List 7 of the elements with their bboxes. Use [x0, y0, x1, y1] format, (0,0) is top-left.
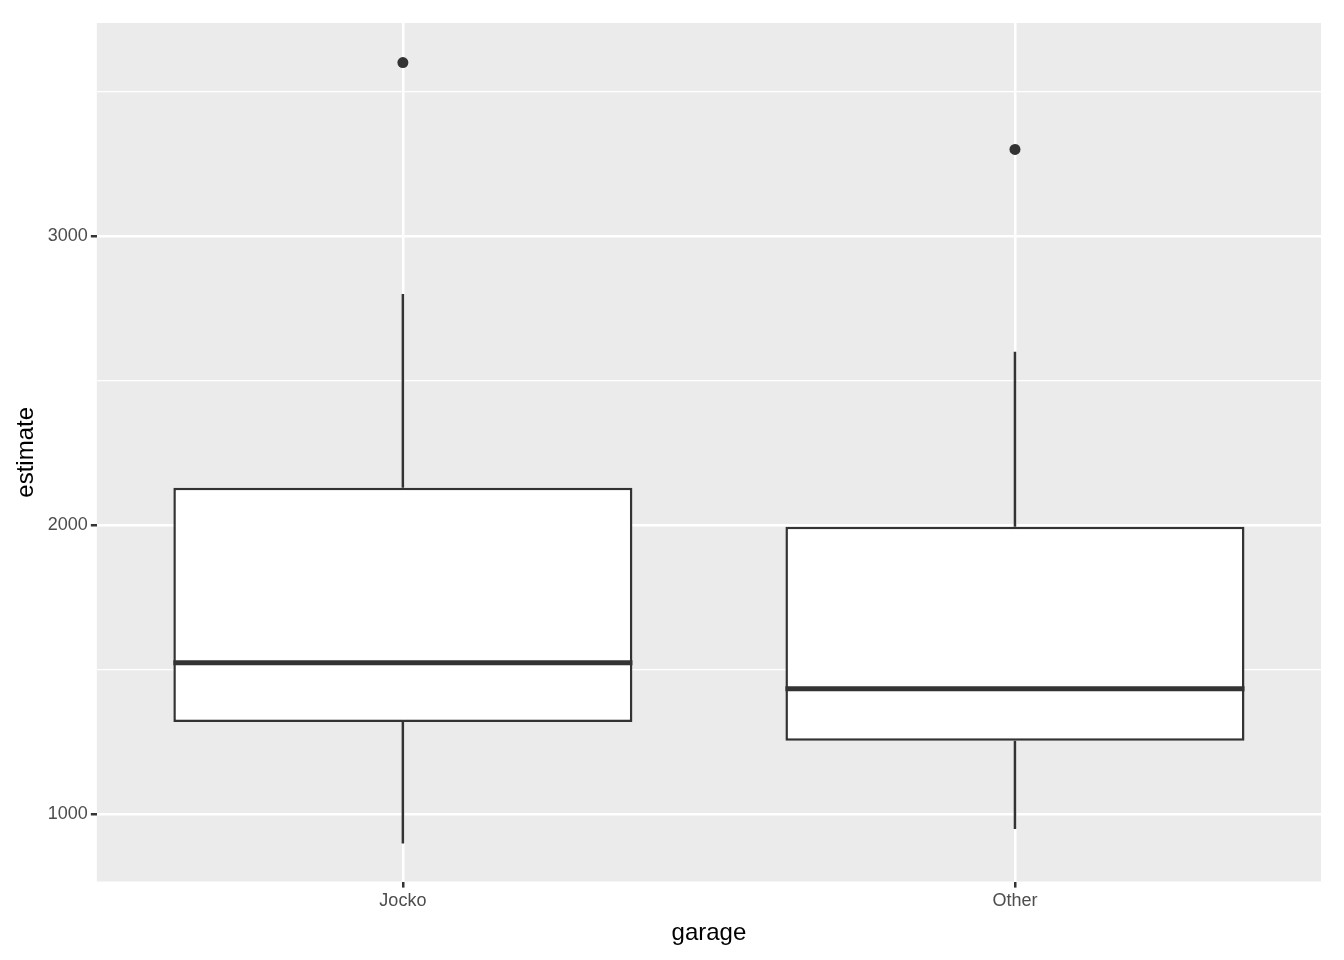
- y-tick-label: 2000: [47, 514, 88, 535]
- y-tick-label: 1000: [47, 803, 88, 824]
- y-axis-title: estimate: [11, 406, 39, 498]
- y-tick-label: 3000: [47, 225, 88, 246]
- x-tick-label: Jocko: [379, 890, 427, 911]
- x-axis-title: garage: [671, 918, 747, 946]
- x-tick-label: Other: [992, 890, 1038, 911]
